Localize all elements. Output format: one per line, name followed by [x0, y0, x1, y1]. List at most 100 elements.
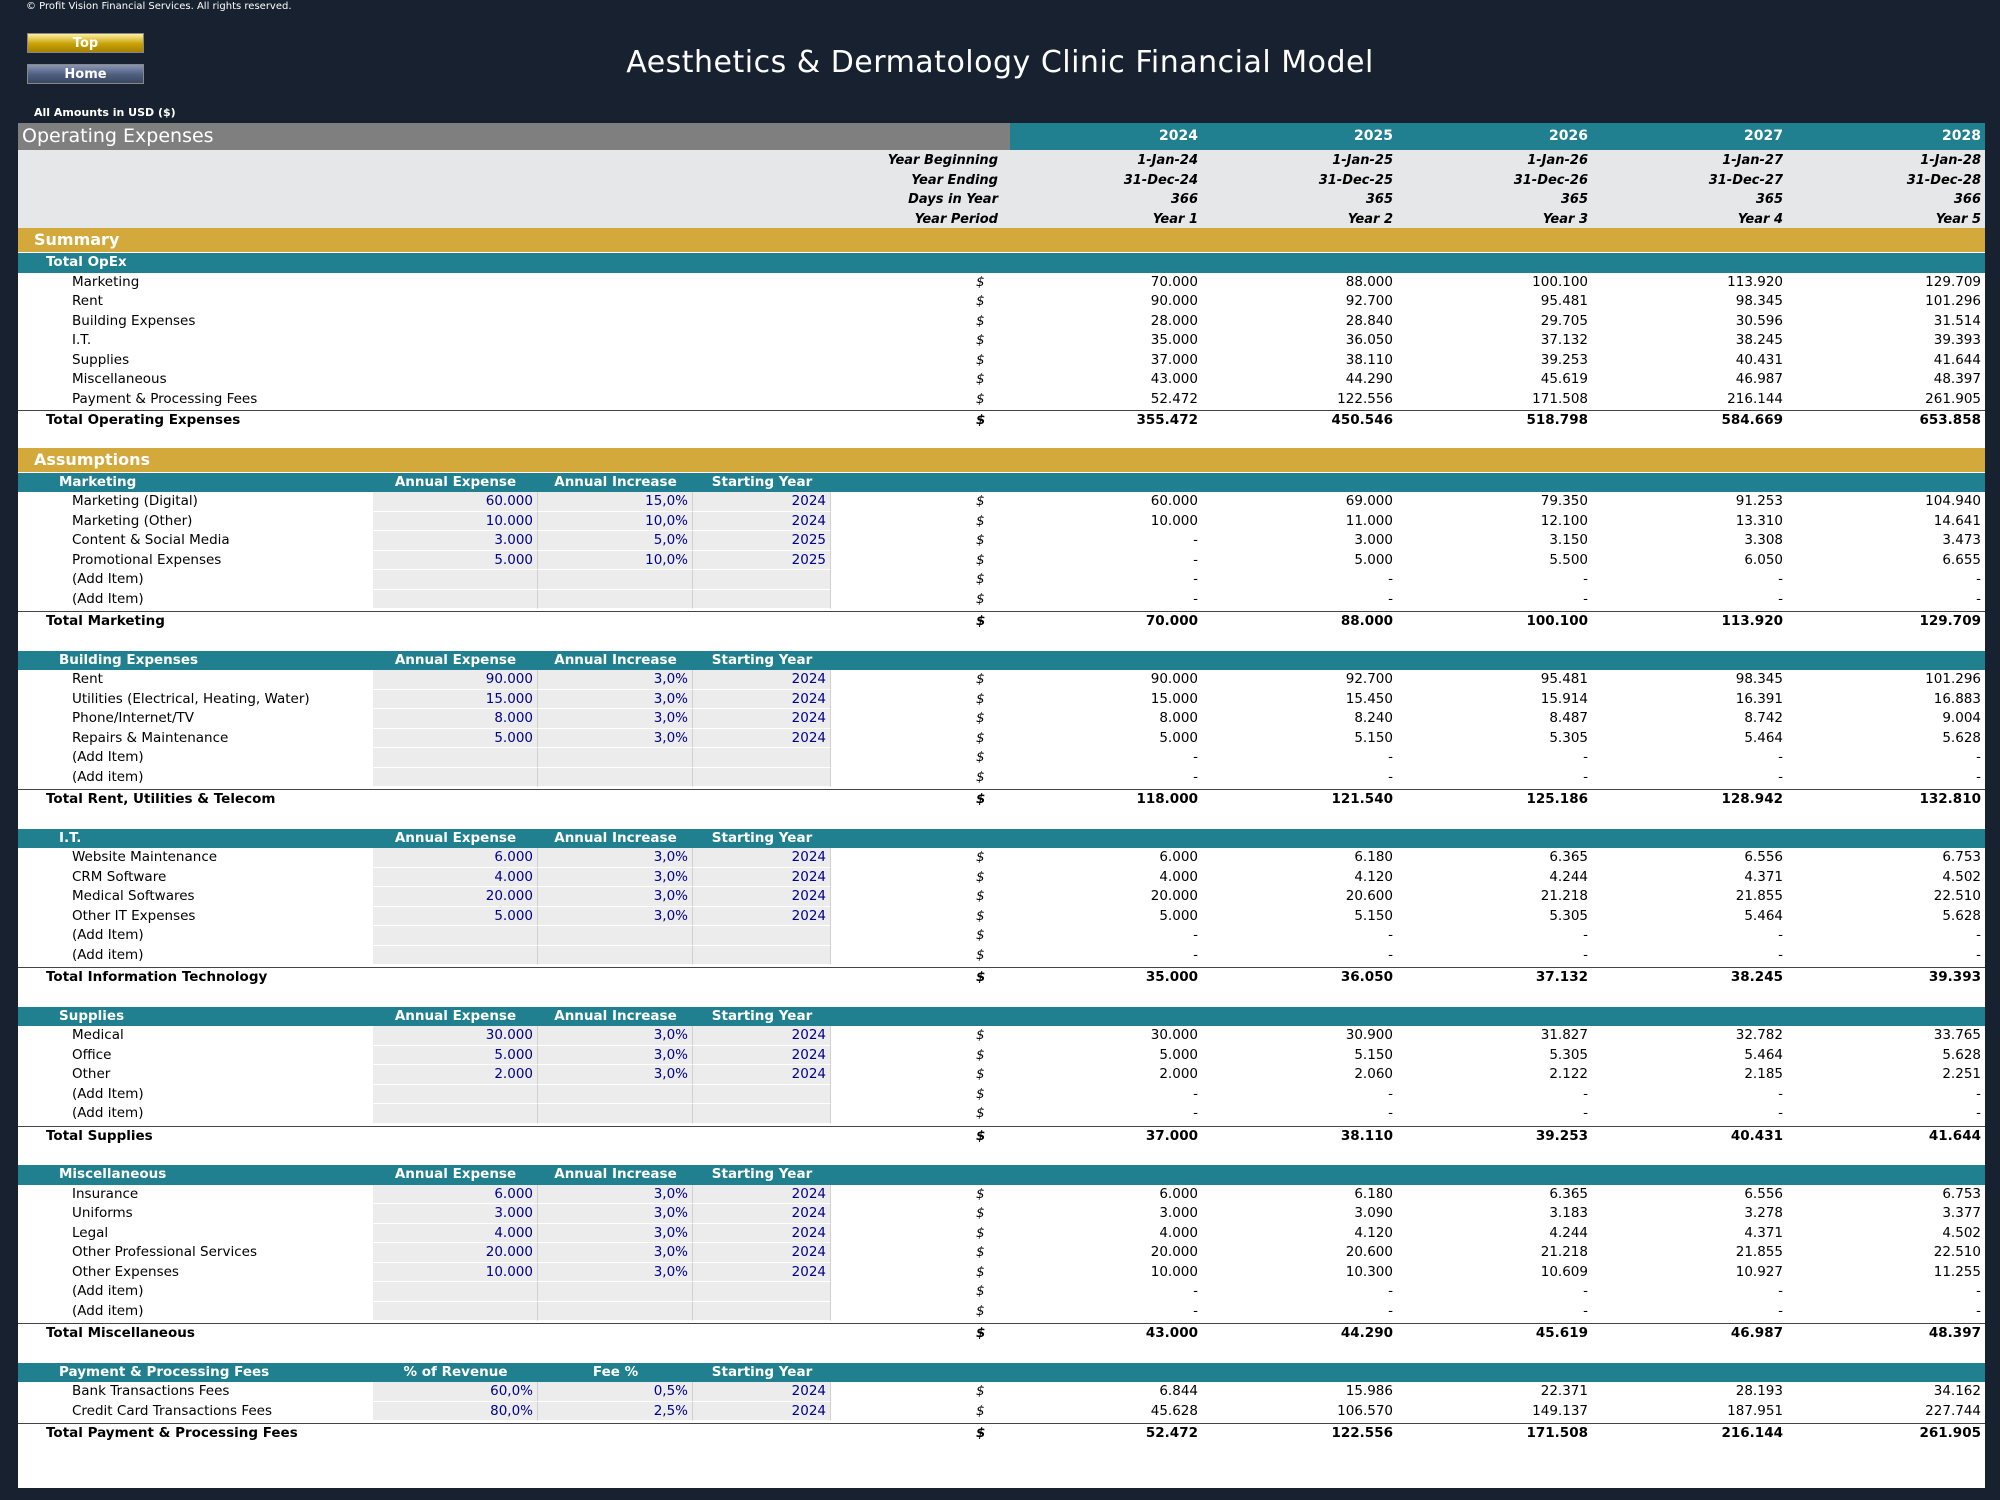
- input-cell[interactable]: 10.000: [373, 511, 538, 531]
- input-cell[interactable]: [538, 570, 693, 590]
- input-cell[interactable]: 2024: [693, 1401, 831, 1421]
- input-cell[interactable]: 3,0%: [538, 1184, 693, 1204]
- input-cell[interactable]: 2025: [693, 531, 831, 551]
- input-cell[interactable]: [693, 945, 831, 965]
- input-cell[interactable]: 6.000: [373, 1184, 538, 1204]
- input-cell[interactable]: 3,0%: [538, 709, 693, 729]
- input-cell[interactable]: 3,0%: [538, 1223, 693, 1243]
- input-cell[interactable]: 3,0%: [538, 1243, 693, 1263]
- input-cell[interactable]: 2025: [693, 550, 831, 570]
- input-cell[interactable]: [693, 767, 831, 787]
- input-cell[interactable]: 80,0%: [373, 1401, 538, 1421]
- input-cell[interactable]: 15,0%: [538, 492, 693, 512]
- input-cell[interactable]: [373, 1301, 538, 1321]
- input-cell[interactable]: 3,0%: [538, 848, 693, 868]
- input-cell[interactable]: [373, 748, 538, 768]
- input-cell[interactable]: 3.000: [373, 1204, 538, 1224]
- input-cell[interactable]: 20.000: [373, 887, 538, 907]
- input-cell[interactable]: 10.000: [373, 1262, 538, 1282]
- input-cell[interactable]: 15.000: [373, 689, 538, 709]
- input-cell[interactable]: 2024: [693, 670, 831, 690]
- input-cell[interactable]: 60.000: [373, 492, 538, 512]
- input-cell[interactable]: 3,0%: [538, 728, 693, 748]
- input-cell[interactable]: [373, 945, 538, 965]
- input-cell[interactable]: 3,0%: [538, 1262, 693, 1282]
- top-button[interactable]: Top: [27, 33, 144, 53]
- input-cell[interactable]: 5,0%: [538, 531, 693, 551]
- input-cell[interactable]: 2,5%: [538, 1401, 693, 1421]
- input-cell[interactable]: 5.000: [373, 906, 538, 926]
- input-cell[interactable]: 2024: [693, 906, 831, 926]
- input-cell[interactable]: 4.000: [373, 867, 538, 887]
- input-cell[interactable]: 2024: [693, 728, 831, 748]
- input-cell[interactable]: [693, 926, 831, 946]
- input-cell[interactable]: 5.000: [373, 1045, 538, 1065]
- input-cell[interactable]: [373, 570, 538, 590]
- input-cell[interactable]: [693, 1301, 831, 1321]
- input-cell[interactable]: 8.000: [373, 709, 538, 729]
- input-cell[interactable]: 2024: [693, 689, 831, 709]
- input-cell[interactable]: 2024: [693, 1243, 831, 1263]
- input-cell[interactable]: 3,0%: [538, 887, 693, 907]
- input-cell[interactable]: 3,0%: [538, 1026, 693, 1046]
- timeline-label: Year Period: [914, 211, 998, 227]
- input-cell[interactable]: 2024: [693, 1026, 831, 1046]
- input-cell[interactable]: 3,0%: [538, 1045, 693, 1065]
- input-cell[interactable]: 90.000: [373, 670, 538, 690]
- input-cell[interactable]: [538, 945, 693, 965]
- input-cell[interactable]: 10,0%: [538, 511, 693, 531]
- input-cell[interactable]: 2.000: [373, 1065, 538, 1085]
- input-column-header: Fee %: [592, 1363, 639, 1380]
- input-cell[interactable]: 2024: [693, 887, 831, 907]
- input-cell[interactable]: 2024: [693, 1382, 831, 1402]
- input-cell[interactable]: [538, 589, 693, 609]
- input-cell[interactable]: 60,0%: [373, 1382, 538, 1402]
- input-cell[interactable]: 3,0%: [538, 867, 693, 887]
- input-cell[interactable]: 3,0%: [538, 689, 693, 709]
- input-cell[interactable]: [373, 1104, 538, 1124]
- input-cell[interactable]: 3,0%: [538, 906, 693, 926]
- input-cell[interactable]: 2024: [693, 1184, 831, 1204]
- input-cell[interactable]: [693, 589, 831, 609]
- input-cell[interactable]: 4.000: [373, 1223, 538, 1243]
- input-cell[interactable]: 0,5%: [538, 1382, 693, 1402]
- input-cell[interactable]: 3.000: [373, 531, 538, 551]
- input-cell[interactable]: 2024: [693, 492, 831, 512]
- input-cell[interactable]: [373, 767, 538, 787]
- input-cell[interactable]: [373, 589, 538, 609]
- input-cell[interactable]: 10,0%: [538, 550, 693, 570]
- input-cell[interactable]: [373, 1282, 538, 1302]
- input-cell[interactable]: 2024: [693, 867, 831, 887]
- home-button[interactable]: Home: [27, 64, 144, 84]
- input-cell[interactable]: 20.000: [373, 1243, 538, 1263]
- input-cell[interactable]: 2024: [693, 1204, 831, 1224]
- input-cell[interactable]: [538, 1301, 693, 1321]
- input-cell[interactable]: 3,0%: [538, 1204, 693, 1224]
- input-cell[interactable]: [538, 1084, 693, 1104]
- input-cell[interactable]: [693, 1084, 831, 1104]
- input-cell[interactable]: 3,0%: [538, 1065, 693, 1085]
- input-cell[interactable]: [538, 1104, 693, 1124]
- input-cell[interactable]: 2024: [693, 1045, 831, 1065]
- input-cell[interactable]: 2024: [693, 511, 831, 531]
- input-cell[interactable]: [693, 748, 831, 768]
- input-cell[interactable]: [373, 1084, 538, 1104]
- input-cell[interactable]: 5.000: [373, 550, 538, 570]
- input-cell[interactable]: 6.000: [373, 848, 538, 868]
- input-cell[interactable]: 2024: [693, 1262, 831, 1282]
- input-cell[interactable]: [538, 926, 693, 946]
- input-cell[interactable]: 3,0%: [538, 670, 693, 690]
- input-cell[interactable]: 2024: [693, 848, 831, 868]
- input-cell[interactable]: 2024: [693, 1065, 831, 1085]
- input-cell[interactable]: [538, 767, 693, 787]
- input-cell[interactable]: [693, 1104, 831, 1124]
- input-cell[interactable]: 2024: [693, 709, 831, 729]
- input-cell[interactable]: [693, 570, 831, 590]
- input-cell[interactable]: [538, 748, 693, 768]
- input-cell[interactable]: [373, 926, 538, 946]
- input-cell[interactable]: [693, 1282, 831, 1302]
- input-cell[interactable]: 5.000: [373, 728, 538, 748]
- input-cell[interactable]: [538, 1282, 693, 1302]
- input-cell[interactable]: 2024: [693, 1223, 831, 1243]
- input-cell[interactable]: 30.000: [373, 1026, 538, 1046]
